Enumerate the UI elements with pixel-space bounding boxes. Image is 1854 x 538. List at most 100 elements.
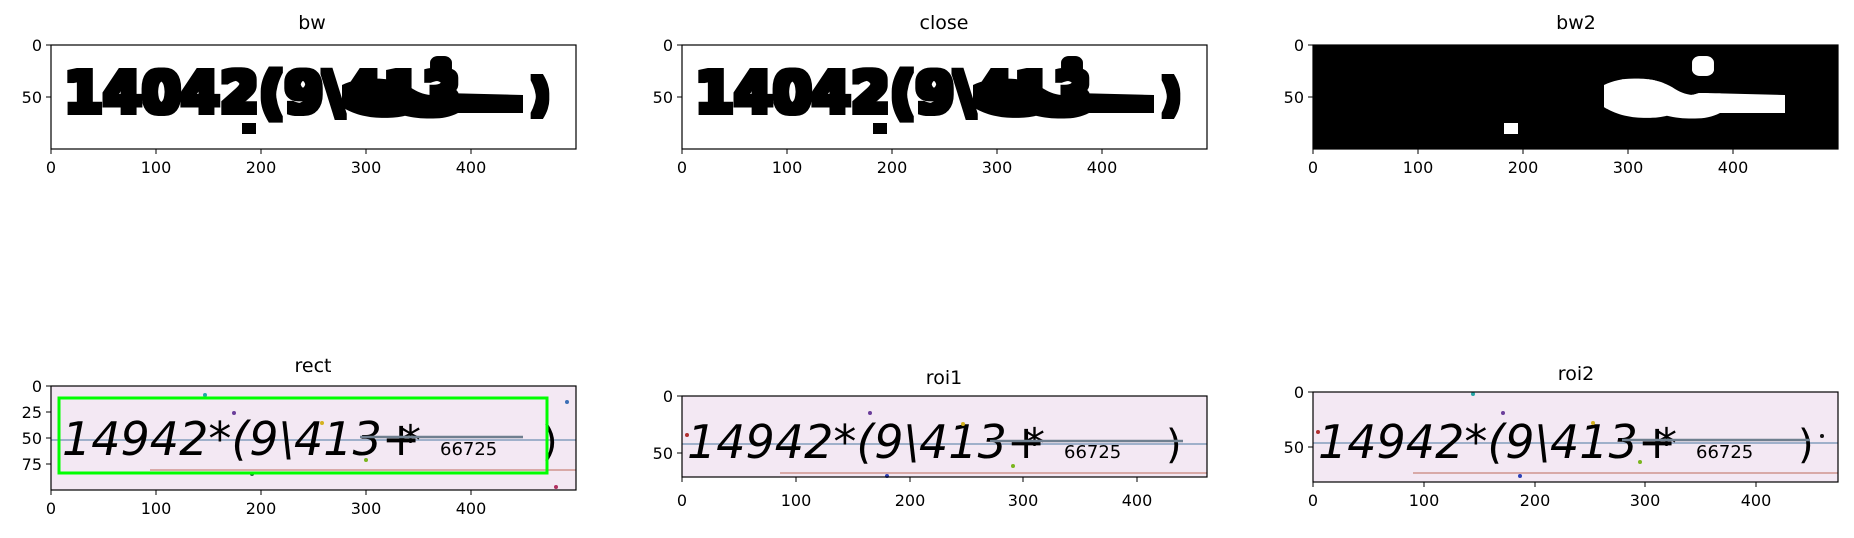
y-tick: 50	[1284, 438, 1313, 457]
y-tick: 0	[663, 387, 682, 406]
y-tick: 0	[32, 377, 51, 396]
x-axis: 0 100 200 300 400	[1308, 482, 1771, 510]
blob-shape	[345, 81, 520, 116]
x-tick: 300	[982, 149, 1013, 177]
x-tick: 400	[1122, 477, 1153, 510]
y-tick-label: 0	[663, 387, 673, 406]
y-tick-label: 25	[22, 403, 42, 422]
panel-title: roi1	[926, 367, 962, 389]
image-background	[1313, 392, 1838, 482]
noise-dot	[1820, 434, 1824, 438]
x-tick: 400	[456, 490, 487, 518]
noise-dot	[203, 393, 207, 397]
y-tick-label: 50	[22, 429, 42, 448]
y-tick-label: 50	[22, 88, 42, 107]
noise-dot	[364, 458, 368, 462]
x-tick-label: 300	[982, 158, 1013, 177]
x-tick: 300	[1613, 149, 1643, 177]
noise-dot	[320, 421, 324, 425]
x-tick: 0	[677, 477, 687, 510]
x-tick: 100	[772, 149, 802, 177]
y-tick-label: 0	[1294, 383, 1304, 402]
x-axis: 0 100 200 300 400	[1308, 149, 1748, 177]
x-tick: 400	[456, 149, 486, 177]
captcha-glyphs: *	[400, 416, 421, 465]
plot-area: 14942*(9\413+ * 66725 )	[681, 395, 1208, 478]
plot-area: 14042(9\413 )	[50, 44, 577, 150]
y-tick: 0	[663, 36, 682, 55]
x-tick-label: 0	[677, 158, 687, 177]
captcha-glyphs: )	[1166, 422, 1182, 468]
x-tick-label: 100	[781, 491, 812, 510]
y-tick-label: 0	[663, 36, 673, 55]
x-tick-label: 100	[1403, 158, 1434, 177]
y-tick: 50	[22, 88, 51, 107]
y-axis: 0 50	[22, 36, 51, 107]
blob-dot	[1695, 59, 1711, 73]
image-background	[1313, 45, 1838, 149]
x-tick-label: 100	[1409, 491, 1440, 510]
blob-shape	[976, 81, 1151, 116]
panel-title: rect	[295, 355, 332, 377]
captcha-glyphs: )	[1798, 422, 1814, 468]
detection-rectangle	[57, 396, 549, 475]
y-tick: 75	[22, 455, 51, 474]
noise-dot	[961, 422, 965, 426]
x-tick: 300	[1630, 482, 1661, 510]
x-tick-label: 0	[1308, 491, 1318, 510]
y-axis: 0 25 50 75	[22, 377, 51, 474]
x-tick: 300	[351, 149, 381, 177]
x-tick-label: 200	[246, 158, 277, 177]
x-tick-label: 300	[1630, 491, 1661, 510]
x-tick-label: 400	[1718, 158, 1749, 177]
panel-title: roi2	[1558, 363, 1594, 385]
x-tick: 300	[351, 490, 381, 518]
x-tick-label: 200	[1520, 491, 1551, 510]
y-axis: 0 50	[653, 387, 682, 463]
blob-speck	[876, 126, 884, 131]
panel-close: close 14042(9\413 ) 0 100 200 300 400 0 …	[653, 12, 1208, 177]
x-tick: 100	[781, 477, 812, 510]
x-tick: 0	[46, 490, 56, 518]
axes-frame	[681, 395, 1208, 478]
x-axis: 0 100 200 300 400	[677, 477, 1152, 510]
noise-dot	[554, 485, 558, 489]
y-tick: 50	[1284, 88, 1313, 107]
x-tick: 200	[246, 149, 277, 177]
blob-paren: )	[530, 70, 550, 121]
x-tick-label: 0	[677, 491, 687, 510]
noise-dot	[1501, 411, 1505, 415]
binary-text-blobs: 14042(9\413 )	[1326, 59, 1812, 131]
noise-dot	[685, 433, 689, 437]
x-tick: 0	[46, 149, 56, 177]
y-tick-label: 0	[32, 377, 42, 396]
x-tick: 0	[677, 149, 687, 177]
x-tick: 0	[1308, 482, 1318, 510]
x-tick-label: 200	[246, 499, 277, 518]
binary-text-blobs: 14042(9\413 )	[695, 59, 1181, 131]
captcha-glyphs: 66725	[1064, 442, 1121, 463]
captcha-glyphs: )	[542, 419, 558, 465]
x-tick-label: 0	[46, 499, 56, 518]
y-tick-label: 50	[1284, 438, 1304, 457]
blob-speck	[245, 126, 253, 131]
x-tick: 300	[1008, 477, 1039, 510]
y-tick: 50	[22, 429, 51, 448]
noise-dot	[1591, 421, 1595, 425]
x-axis: 0 100 200 300 400	[46, 149, 486, 177]
x-tick: 400	[1087, 149, 1117, 177]
y-tick-label: 0	[1294, 36, 1304, 55]
x-tick-label: 400	[1122, 491, 1153, 510]
y-axis: 0 50	[1284, 383, 1313, 457]
blob-paren: )	[1792, 70, 1812, 121]
x-tick: 100	[141, 149, 171, 177]
noise-dot	[565, 400, 569, 404]
x-tick-label: 400	[456, 499, 487, 518]
x-tick: 0	[1308, 149, 1318, 177]
x-tick-label: 300	[1008, 491, 1039, 510]
x-tick: 100	[1403, 149, 1434, 177]
image-background	[51, 45, 576, 149]
image-background	[682, 45, 1207, 149]
captcha-glyphs: *	[1656, 419, 1677, 468]
